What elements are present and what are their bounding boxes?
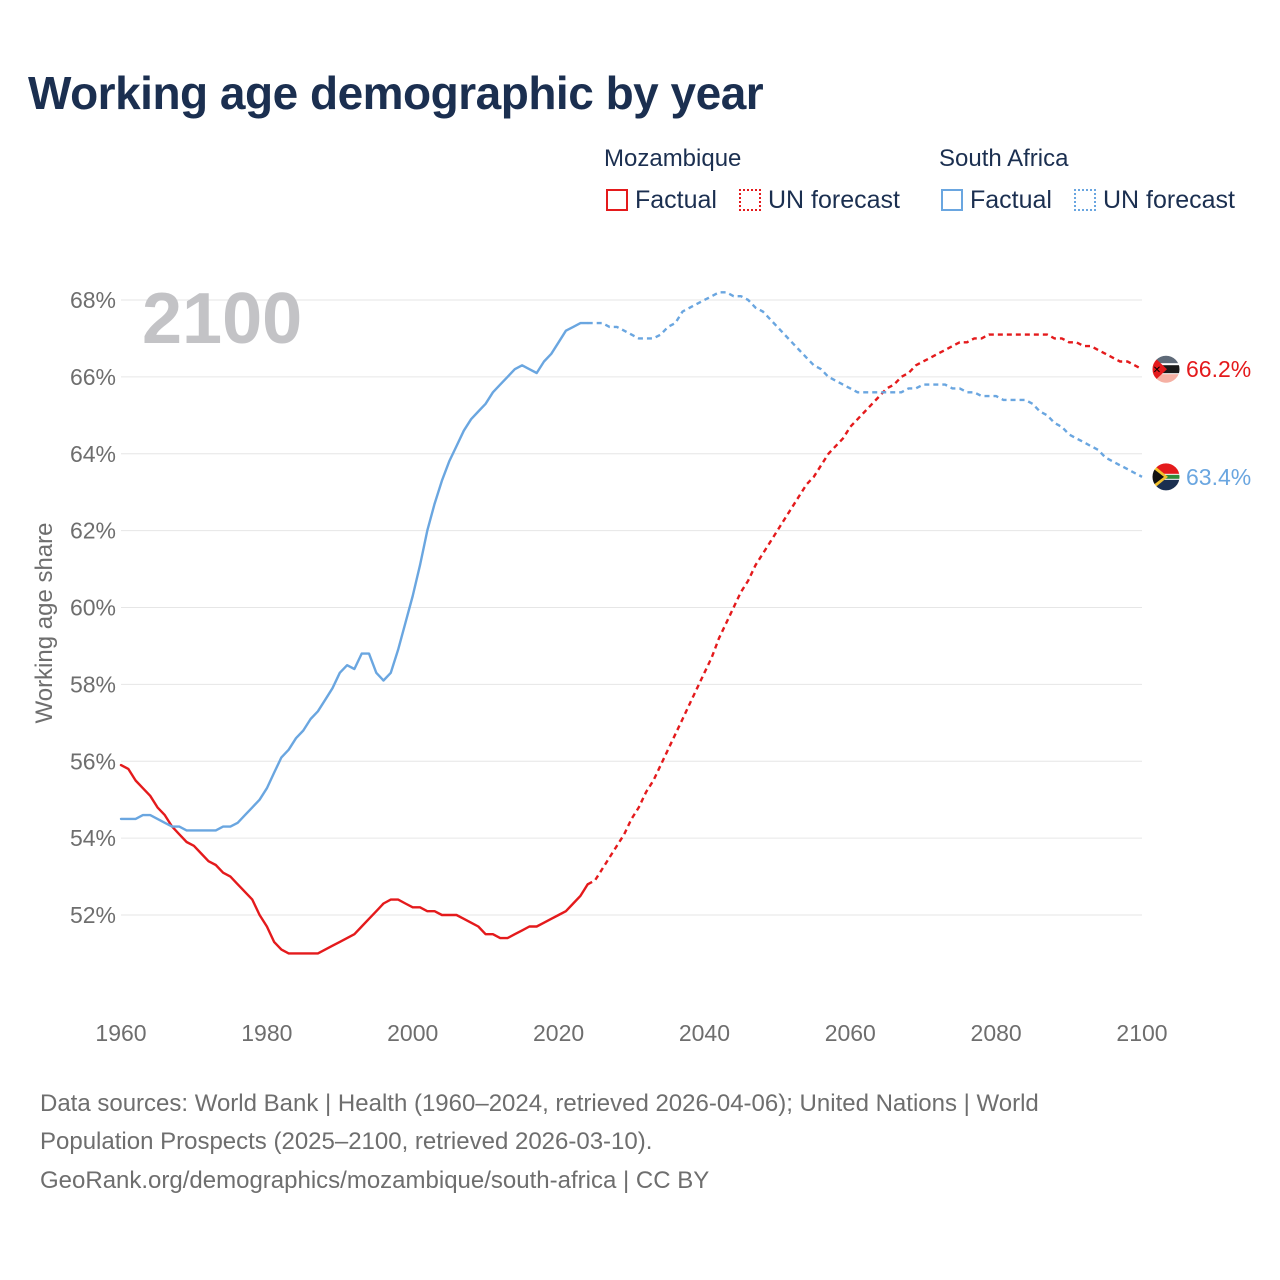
- legend-item-mozambique-factual[interactable]: Factual: [606, 185, 717, 215]
- series-line-south-africa-forecast: [587, 291, 1143, 478]
- x-tick-label: 1980: [241, 1020, 292, 1046]
- year-watermark: 2100: [142, 279, 302, 359]
- south-africa-flag-icon: [1151, 462, 1181, 492]
- y-tick-label: 64%: [70, 441, 116, 467]
- axis-ticks: 52% 54% 56% 58% 60% 62% 64% 66% 68% 1960 1980 2000 2…: [70, 287, 1168, 1046]
- y-tick-label: 58%: [70, 671, 116, 697]
- line-chart: 2100 Working age share 52% 54% 56% 58% 60% 62…: [31, 279, 1251, 1046]
- legend-item-south-africa-forecast[interactable]: UN forecast: [1074, 185, 1235, 215]
- legend-item-mozambique-forecast[interactable]: UN forecast: [739, 185, 900, 215]
- y-tick-label: 52%: [70, 902, 116, 928]
- y-axis-label: Working age share: [31, 523, 58, 724]
- legend-swatch-solid-icon: [606, 189, 628, 211]
- legend-title-south-africa: South Africa: [939, 145, 1069, 172]
- footer-sources-cont: Population Prospects (2025–2100, retriev…: [40, 1128, 653, 1155]
- end-markers: ✕ 66.2% 63.4%: [1151, 354, 1251, 492]
- grid: [121, 299, 1142, 916]
- x-tick-label: 2080: [971, 1020, 1022, 1046]
- legend-swatch-dotted-icon: [1074, 189, 1096, 211]
- x-tick-label: 2060: [825, 1020, 876, 1046]
- x-tick-label: 2100: [1116, 1020, 1167, 1046]
- x-tick-label: 2020: [533, 1020, 584, 1046]
- x-tick-label: 2000: [387, 1020, 438, 1046]
- mozambique-flag-icon: ✕: [1151, 354, 1181, 384]
- legend-label: UN forecast: [1103, 185, 1235, 214]
- legend-item-south-africa-factual[interactable]: Factual: [941, 185, 1052, 215]
- legend-label: Factual: [635, 185, 717, 214]
- x-tick-label: 2040: [679, 1020, 730, 1046]
- series-lines: [119, 291, 1143, 955]
- y-tick-label: 60%: [70, 595, 116, 621]
- legend-swatch-dotted-icon: [739, 189, 761, 211]
- y-tick-label: 56%: [70, 748, 116, 774]
- series-line-mozambique-factual: [119, 763, 589, 955]
- page-title: Working age demographic by year: [28, 67, 764, 119]
- y-tick-label: 66%: [70, 364, 116, 390]
- svg-text:✕: ✕: [1153, 365, 1161, 376]
- footer-license: GeoRank.org/demographics/mozambique/sout…: [40, 1167, 710, 1194]
- footer-sources: Data sources: World Bank | Health (1960–…: [40, 1090, 1039, 1117]
- x-tick-label: 1960: [95, 1020, 146, 1046]
- legend-swatch-solid-icon: [941, 189, 963, 211]
- y-tick-label: 62%: [70, 518, 116, 544]
- y-tick-label: 68%: [70, 287, 116, 313]
- series-line-mozambique-forecast: [587, 333, 1143, 886]
- end-value-label: 66.2%: [1186, 356, 1251, 382]
- series-line-south-africa-factual: [119, 321, 589, 832]
- legend-title-mozambique: Mozambique: [604, 145, 742, 172]
- legend-label: Factual: [970, 185, 1052, 214]
- y-tick-label: 54%: [70, 825, 116, 851]
- end-value-label: 63.4%: [1186, 464, 1251, 490]
- legend-label: UN forecast: [768, 185, 900, 214]
